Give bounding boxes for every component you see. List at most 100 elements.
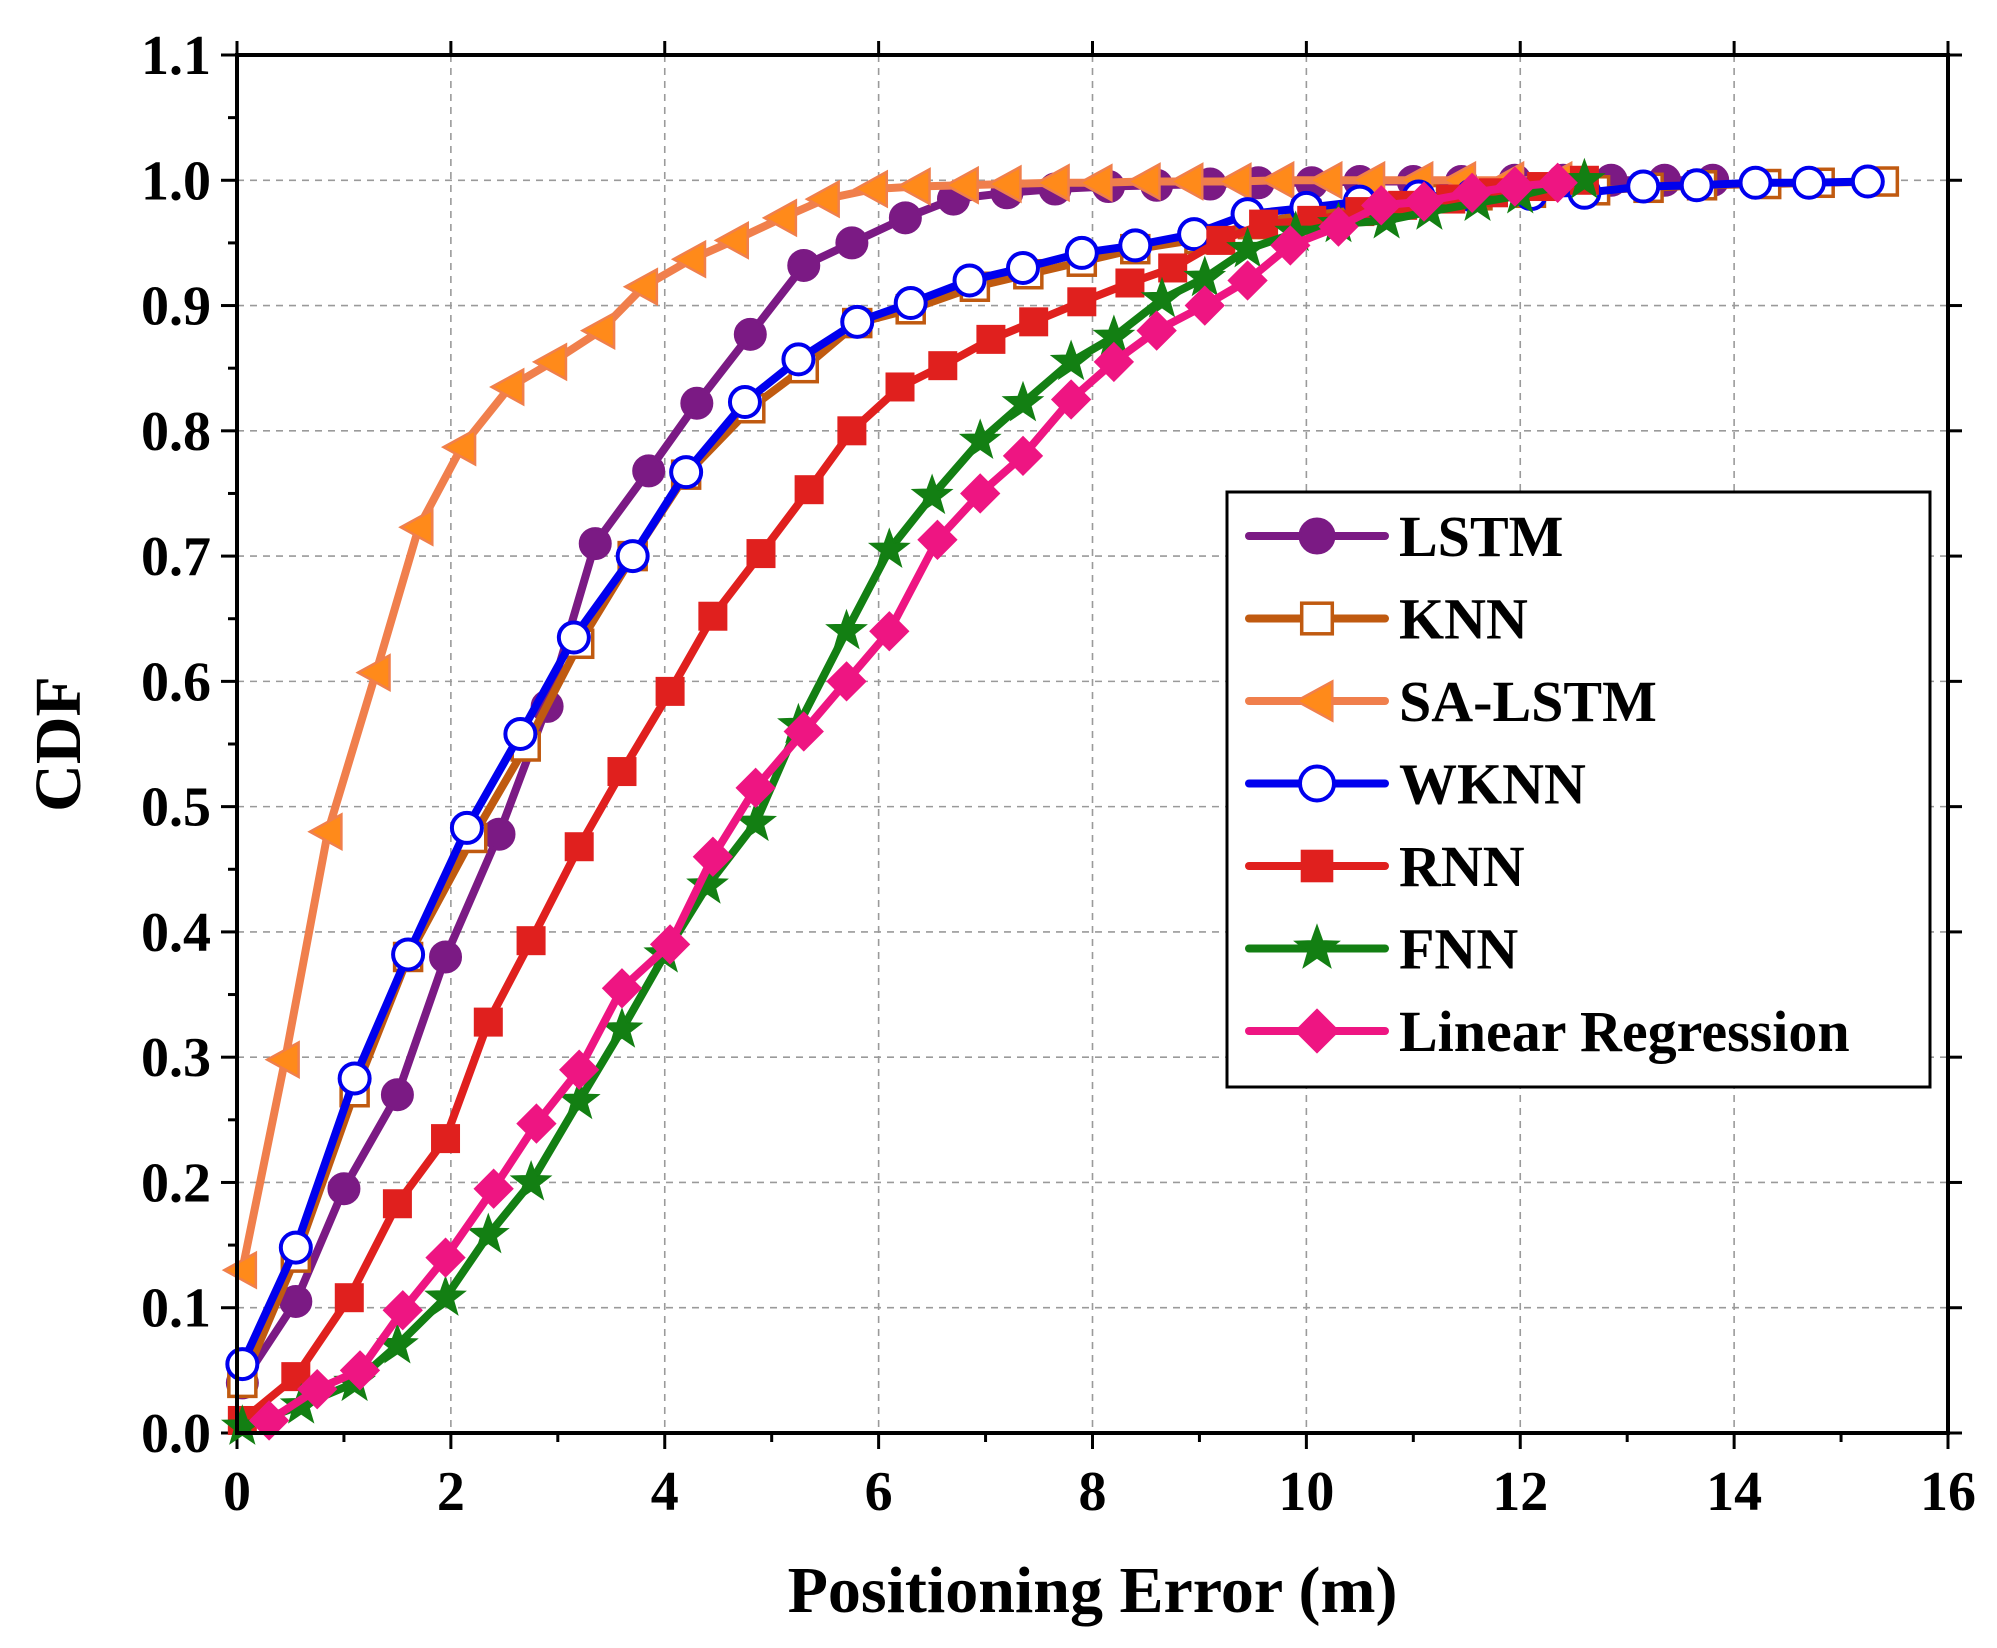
data-point-triangle [1077,163,1113,203]
data-point-triangle [1307,160,1343,200]
data-point-triangle [1216,162,1252,201]
x-tick-label: 4 [651,1461,679,1523]
data-point-circle-open [337,1061,372,1096]
data-point-star [910,473,954,515]
data-point-square-open [1299,601,1335,636]
y-tick-label: 1.1 [141,25,211,87]
legend-label: SA-LSTM [1399,669,1657,734]
data-point-diamond [339,1350,381,1391]
x-tick-label: 16 [1920,1461,1976,1523]
data-point-diamond [1294,1008,1340,1054]
y-tick-label: 1.0 [141,150,211,212]
data-point-circle [429,940,463,974]
data-point-star [686,863,729,904]
data-point-star [867,527,911,569]
data-point-triangle [398,507,434,547]
y-tick-label: 0.0 [141,1403,211,1465]
data-point-circle [835,226,869,260]
data-point-square [1158,253,1188,283]
plot-frame [235,53,1950,1435]
data-point-star [557,1078,601,1120]
data-point-square [1206,225,1236,255]
data-point-triangle [440,427,477,467]
data-point-square [928,351,958,381]
legend-item: RNN [1245,834,1525,899]
data-point-triangle [264,1040,300,1080]
data-point-circle-open [556,620,591,655]
data-point-circle [733,317,767,351]
data-point-diamond [1050,379,1092,420]
data-point-diamond [1537,162,1578,203]
y-tick-label: 0.2 [141,1152,211,1214]
data-point-triangle [221,1250,258,1290]
data-point-circle [632,454,666,488]
data-point-circle [888,201,922,235]
data-point-square [885,372,915,402]
data-point-circle-open [225,1347,260,1382]
data-point-circle-open [503,716,538,751]
legend-item: SA-LSTM [1245,669,1657,734]
data-point-square [1115,268,1145,298]
data-point-diamond [248,1400,290,1441]
data-point-diamond [425,1237,466,1278]
data-point-diamond [1093,341,1135,383]
data-point-star [1049,339,1093,381]
data-point-circle-open [1679,168,1714,203]
legend-label: WKNN [1399,752,1586,817]
legend-box [1225,490,1932,1089]
data-point-circle [1298,517,1336,555]
data-point-triangle [670,239,707,279]
x-tick-label: 0 [223,1461,251,1523]
x-tick-label: 2 [437,1461,465,1523]
data-point-square [1249,209,1279,239]
data-point-triangle [761,198,798,238]
data-point-diamond [1403,181,1445,222]
data-point-circle-open [1064,235,1099,270]
data-point-circle-open [1118,228,1153,263]
legend-label: FNN [1399,917,1518,982]
data-point-triangle [1034,163,1070,203]
data-point-square [976,324,1006,354]
data-point-triangle [1259,160,1295,200]
data-point-square [564,832,594,862]
data-point-square [382,1189,412,1219]
data-point-star [424,1275,467,1316]
data-point-square [746,539,776,569]
data-point-triangle [307,812,343,852]
data-point-circle-open [781,342,816,377]
data-point-triangle [1125,162,1161,201]
legend-item: WKNN [1245,752,1586,817]
data-point-circle-open [1850,164,1885,199]
data-point-circle-open [278,1230,313,1265]
data-point-diamond [516,1103,557,1144]
data-point-diamond [1002,435,1044,477]
legend-label: LSTM [1399,504,1563,569]
legend-item: FNN [1245,917,1518,982]
data-point-square [1019,307,1049,337]
data-point-circle-open [615,539,650,574]
data-point-triangle [579,311,616,350]
data-point-square [794,475,824,505]
data-point-diamond [1270,225,1311,266]
data-point-star [1563,157,1606,199]
data-point-circle-open [391,937,426,972]
series-linear-regression [248,162,1578,1441]
data-point-diamond [917,519,958,560]
data-point-circle-open [1738,165,1773,200]
data-point-circle-open [1626,169,1661,204]
data-point-square [1300,849,1334,883]
data-point-diamond [692,836,734,877]
data-point-diamond [601,968,643,1009]
series-lines [220,157,1900,1445]
data-point-star [1140,276,1184,318]
data-point-diamond [297,1368,338,1410]
data-point-triangle [489,367,525,407]
data-point-diamond [382,1290,423,1331]
y-tick-label: 0.4 [141,902,211,964]
data-point-diamond [826,661,867,702]
series-sa-lstm [221,160,1573,1290]
data-point-star [1001,380,1045,422]
data-point-triangle [895,167,931,206]
data-point-circle-open [840,304,875,339]
